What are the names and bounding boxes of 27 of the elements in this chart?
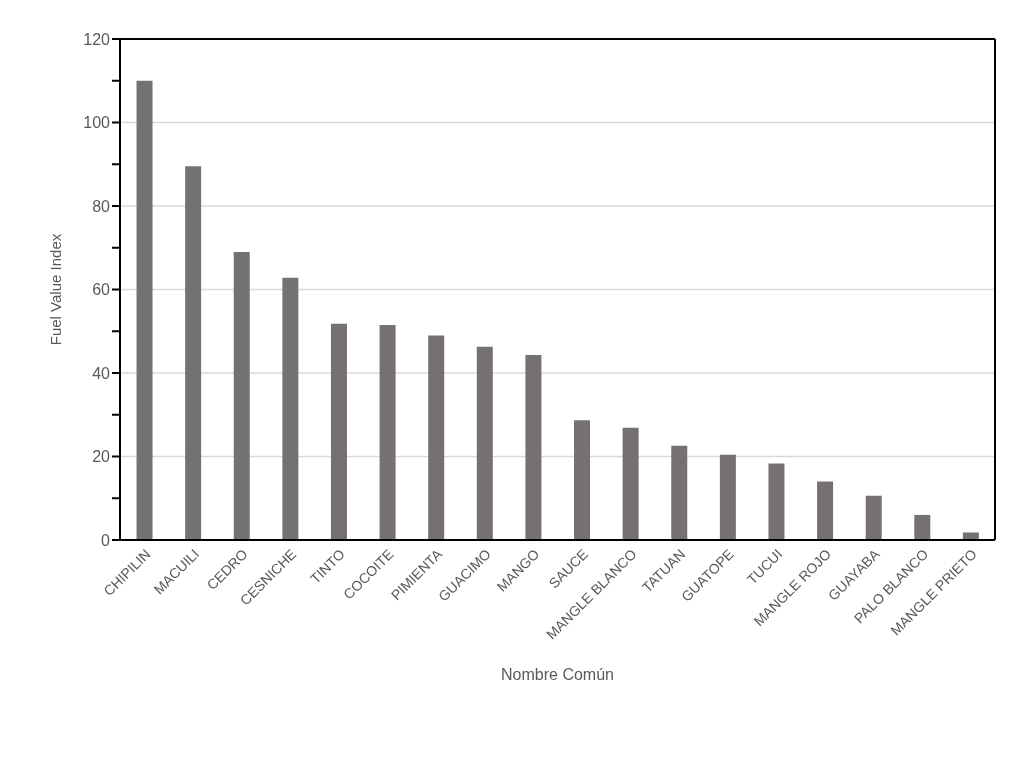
bar bbox=[379, 324, 396, 540]
bar bbox=[330, 323, 347, 540]
bar bbox=[914, 514, 931, 540]
y-tick-label: 100 bbox=[83, 114, 111, 132]
bar bbox=[622, 427, 639, 540]
bar bbox=[282, 277, 299, 540]
bar bbox=[719, 454, 736, 540]
y-tick-label: 120 bbox=[83, 30, 111, 48]
bar bbox=[574, 420, 591, 540]
bar bbox=[185, 166, 202, 540]
y-tick-label: 40 bbox=[92, 364, 111, 382]
bar bbox=[671, 445, 688, 540]
bar bbox=[962, 532, 979, 540]
bar bbox=[233, 251, 250, 540]
bar bbox=[768, 463, 785, 540]
y-tick-label: 20 bbox=[92, 448, 111, 466]
bar bbox=[476, 346, 493, 540]
bar bbox=[525, 355, 542, 540]
bar bbox=[865, 495, 882, 540]
bar bbox=[817, 481, 834, 540]
bar bbox=[136, 80, 153, 540]
y-tick-label: 0 bbox=[101, 531, 111, 549]
y-tick-label: 80 bbox=[92, 197, 111, 215]
x-axis-title: Nombre Común bbox=[501, 666, 614, 683]
bar bbox=[428, 335, 445, 540]
y-tick-label: 60 bbox=[92, 281, 111, 299]
y-axis-title: Fuel Value Index bbox=[47, 233, 65, 346]
